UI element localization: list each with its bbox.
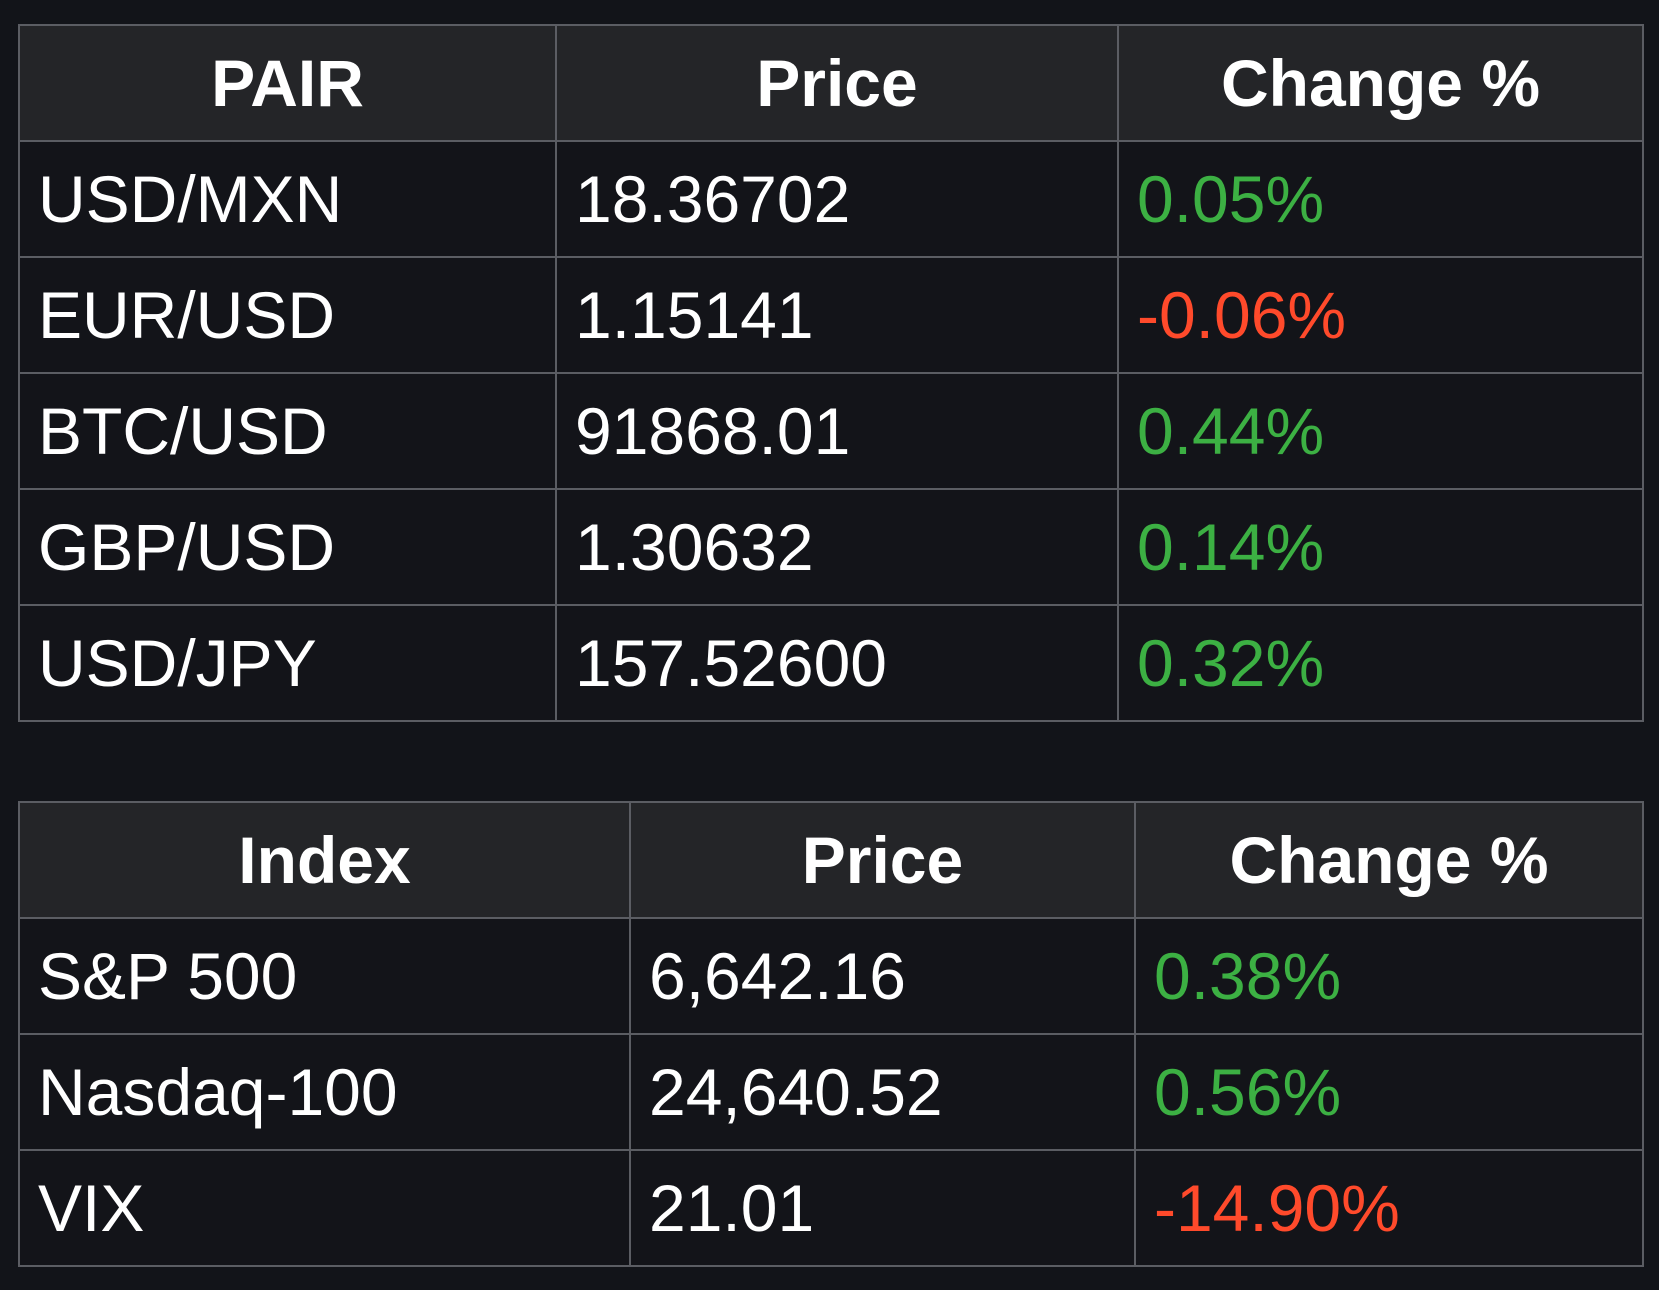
column-header-pair[interactable]: PAIR (18, 24, 557, 142)
index-price: 6,642.16 (629, 917, 1136, 1035)
pair-price: 157.52600 (555, 604, 1119, 722)
indices-table: Index Price Change % S&P 500 6,642.16 0.… (18, 801, 1644, 1267)
column-header-change[interactable]: Change % (1134, 801, 1644, 919)
index-price: 24,640.52 (629, 1033, 1136, 1151)
pair-price: 91868.01 (555, 372, 1119, 490)
index-change: 0.38% (1134, 917, 1644, 1035)
pair-name: EUR/USD (18, 256, 557, 374)
index-name: Nasdaq-100 (18, 1033, 631, 1151)
table-row[interactable]: GBP/USD 1.30632 0.14% (18, 488, 1644, 606)
pair-name: USD/JPY (18, 604, 557, 722)
column-header-price[interactable]: Price (555, 24, 1119, 142)
pair-price: 18.36702 (555, 140, 1119, 258)
table-row[interactable]: S&P 500 6,642.16 0.38% (18, 917, 1644, 1035)
index-change: -14.90% (1134, 1149, 1644, 1267)
index-change: 0.56% (1134, 1033, 1644, 1151)
table-row[interactable]: USD/JPY 157.52600 0.32% (18, 604, 1644, 722)
table-row[interactable]: EUR/USD 1.15141 -0.06% (18, 256, 1644, 374)
table-header-row: PAIR Price Change % (18, 24, 1644, 142)
table-row[interactable]: USD/MXN 18.36702 0.05% (18, 140, 1644, 258)
pair-price: 1.30632 (555, 488, 1119, 606)
pair-name: GBP/USD (18, 488, 557, 606)
column-header-price[interactable]: Price (629, 801, 1136, 919)
index-price: 21.01 (629, 1149, 1136, 1267)
pair-change: 0.14% (1117, 488, 1644, 606)
index-name: VIX (18, 1149, 631, 1267)
pair-name: USD/MXN (18, 140, 557, 258)
pair-change: 0.32% (1117, 604, 1644, 722)
pair-change: 0.44% (1117, 372, 1644, 490)
pair-name: BTC/USD (18, 372, 557, 490)
column-header-index[interactable]: Index (18, 801, 631, 919)
currency-pairs-table: PAIR Price Change % USD/MXN 18.36702 0.0… (18, 24, 1644, 722)
table-header-row: Index Price Change % (18, 801, 1644, 919)
table-row[interactable]: BTC/USD 91868.01 0.44% (18, 372, 1644, 490)
column-header-change[interactable]: Change % (1117, 24, 1644, 142)
table-row[interactable]: Nasdaq-100 24,640.52 0.56% (18, 1033, 1644, 1151)
pair-change: -0.06% (1117, 256, 1644, 374)
index-name: S&P 500 (18, 917, 631, 1035)
pair-price: 1.15141 (555, 256, 1119, 374)
table-row[interactable]: VIX 21.01 -14.90% (18, 1149, 1644, 1267)
pair-change: 0.05% (1117, 140, 1644, 258)
